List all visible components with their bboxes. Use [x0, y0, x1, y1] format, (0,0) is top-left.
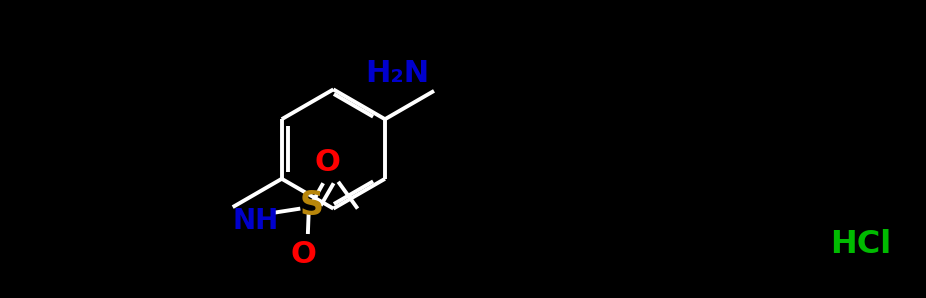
Text: O: O — [290, 240, 316, 269]
Text: HCl: HCl — [831, 229, 892, 260]
Text: S: S — [299, 189, 323, 222]
Text: H₂N: H₂N — [365, 59, 430, 88]
Text: NH: NH — [232, 207, 279, 235]
Text: O: O — [315, 148, 341, 177]
